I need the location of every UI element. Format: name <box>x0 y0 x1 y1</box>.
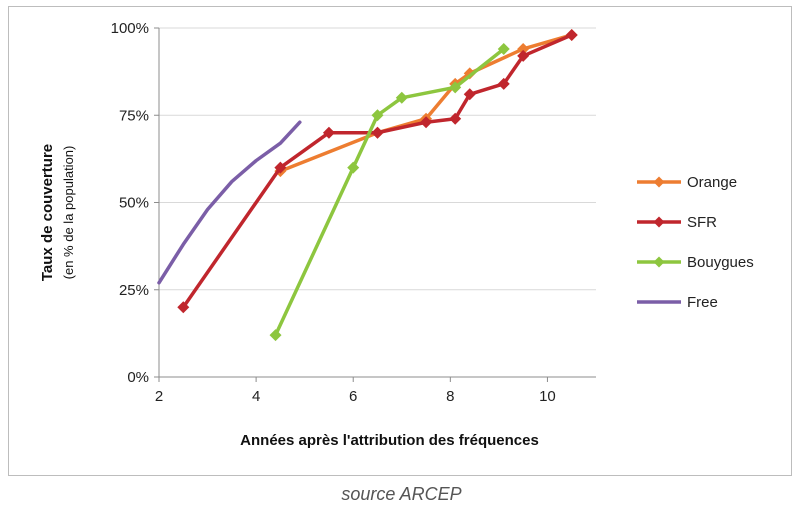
legend-label-orange: Orange <box>687 174 737 191</box>
x-tick-label: 6 <box>349 388 357 405</box>
legend-label-bouygues: Bouygues <box>687 254 754 271</box>
legend-label-sfr: SFR <box>687 214 717 231</box>
data-point-sfr <box>371 126 384 139</box>
chart-frame <box>8 6 792 476</box>
x-tick-label: 10 <box>539 388 556 405</box>
x-tick-label: 8 <box>446 388 454 405</box>
legend-marker-orange <box>653 176 665 188</box>
data-point-sfr <box>449 112 462 125</box>
data-point-bouygues <box>395 91 408 104</box>
data-point-sfr <box>177 301 190 314</box>
legend-marker-sfr <box>653 216 665 228</box>
data-point-sfr <box>497 77 510 90</box>
series-line-free <box>157 120 302 285</box>
series-line-sfr <box>181 33 574 309</box>
y-tick-label: 75% <box>119 107 149 124</box>
x-tick-label: 4 <box>252 388 260 405</box>
data-point-sfr <box>565 28 578 41</box>
data-point-bouygues <box>347 161 360 174</box>
x-axis-title: Années après l'attribution des fréquence… <box>240 432 539 449</box>
data-point-sfr <box>274 161 287 174</box>
legend-marker-bouygues <box>653 256 665 268</box>
data-point-sfr <box>420 116 433 129</box>
data-point-bouygues <box>269 329 282 342</box>
y-tick-label: 25% <box>119 282 149 299</box>
legend-label-free: Free <box>687 294 718 311</box>
line-chart: 0% 25% 50% 75% 100% 2 4 6 8 10 Années après l'attr… <box>39 20 754 449</box>
data-point-sfr <box>322 126 335 139</box>
y-axis-subtitle: (en % de la population) <box>61 146 76 280</box>
data-point-bouygues <box>497 42 510 55</box>
source-caption: source ARCEP <box>341 484 462 504</box>
y-tick-label: 50% <box>119 195 149 212</box>
series-line-bouygues <box>273 47 506 337</box>
data-point-bouygues <box>449 81 462 94</box>
data-point-orange <box>517 42 530 55</box>
data-point-bouygues <box>371 109 384 122</box>
y-tick-label: 100% <box>111 20 149 37</box>
y-axis-title: Taux de couverture <box>39 144 56 281</box>
y-tick-label: 0% <box>127 369 149 386</box>
data-point-sfr <box>517 49 530 62</box>
data-point-sfr <box>463 88 476 101</box>
x-tick-label: 2 <box>155 388 163 405</box>
